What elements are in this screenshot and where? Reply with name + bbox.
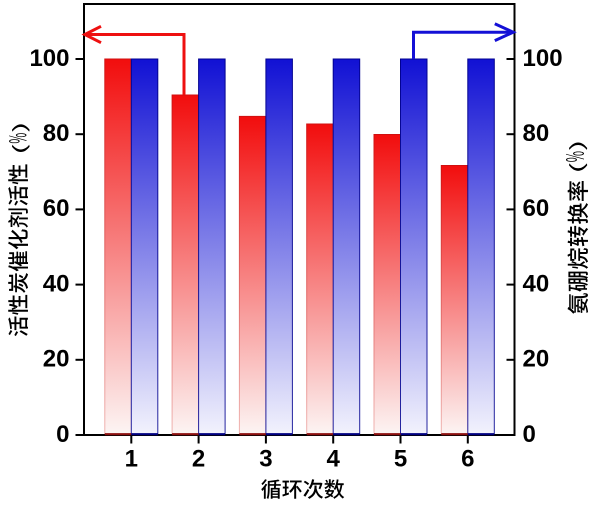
svg-text:20: 20: [523, 346, 550, 373]
svg-text:3: 3: [259, 446, 272, 473]
svg-text:0: 0: [523, 421, 536, 448]
svg-text:4: 4: [327, 446, 341, 473]
svg-text:60: 60: [43, 195, 70, 222]
svg-text:100: 100: [29, 45, 69, 72]
svg-text:40: 40: [523, 270, 550, 297]
svg-text:100: 100: [523, 45, 563, 72]
svg-text:80: 80: [523, 120, 550, 147]
svg-text:80: 80: [43, 120, 70, 147]
svg-text:20: 20: [43, 346, 70, 373]
svg-text:60: 60: [523, 195, 550, 222]
svg-text:1: 1: [125, 446, 138, 473]
svg-text:5: 5: [394, 446, 407, 473]
svg-text:40: 40: [43, 270, 70, 297]
svg-text:2: 2: [192, 446, 205, 473]
svg-text:0: 0: [56, 421, 69, 448]
svg-text:6: 6: [461, 446, 474, 473]
